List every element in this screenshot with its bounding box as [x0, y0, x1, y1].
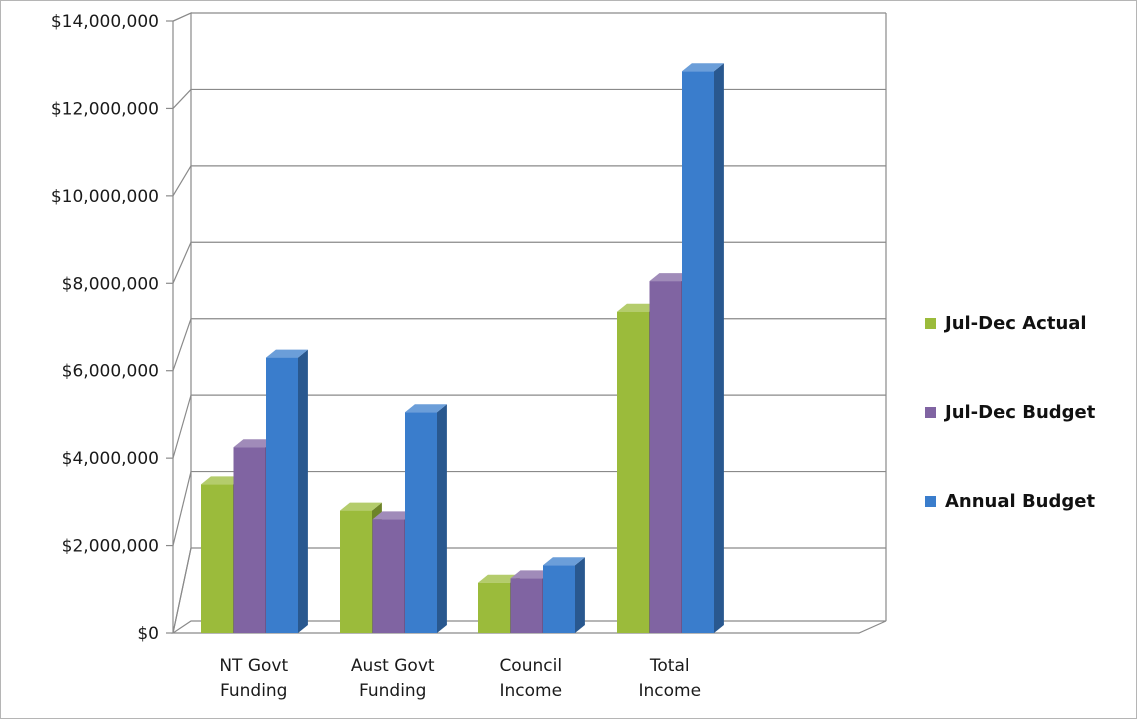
x-category-label: Total	[649, 656, 690, 676]
x-category-label: Income	[638, 681, 701, 701]
y-tick-label: $12,000,000	[51, 99, 159, 119]
y-tick-label: $6,000,000	[62, 362, 159, 382]
x-category-label: Funding	[359, 681, 426, 701]
x-category-label: Income	[499, 681, 562, 701]
y-tick-label: $0	[137, 624, 159, 644]
x-axis-labels: NT Govt Funding Aust Govt Funding Council Inc…	[219, 656, 701, 701]
x-category-label: Aust Govt	[351, 656, 435, 676]
y-tick-label: $10,000,000	[51, 187, 159, 207]
legend-swatch	[925, 318, 936, 329]
y-tick-label: $4,000,000	[62, 449, 159, 469]
x-category-label: Council	[499, 656, 562, 676]
bar	[543, 557, 585, 633]
y-tick-label: $2,000,000	[62, 537, 159, 557]
y-tick-label: $8,000,000	[62, 274, 159, 294]
y-axis-ticks: $0 $2,000,000 $4,000,000 $6,000,000 $8,000,0…	[51, 12, 159, 644]
x-category-label: NT Govt	[219, 656, 288, 676]
bar	[405, 404, 447, 633]
bar	[266, 350, 308, 633]
legend-item: Jul-Dec Budget	[925, 402, 1096, 423]
legend-item: Annual Budget	[925, 491, 1095, 512]
legend: Jul-Dec Actual Jul-Dec Budget Annual Budge…	[925, 313, 1096, 512]
legend-swatch	[925, 407, 936, 418]
y-tick-label: $14,000,000	[51, 12, 159, 32]
legend-swatch	[925, 496, 936, 507]
x-category-label: Funding	[220, 681, 287, 701]
legend-label: Annual Budget	[945, 491, 1095, 512]
bar	[682, 63, 724, 633]
legend-item: Jul-Dec Actual	[925, 313, 1087, 334]
legend-label: Jul-Dec Actual	[943, 313, 1087, 334]
legend-label: Jul-Dec Budget	[943, 402, 1096, 423]
